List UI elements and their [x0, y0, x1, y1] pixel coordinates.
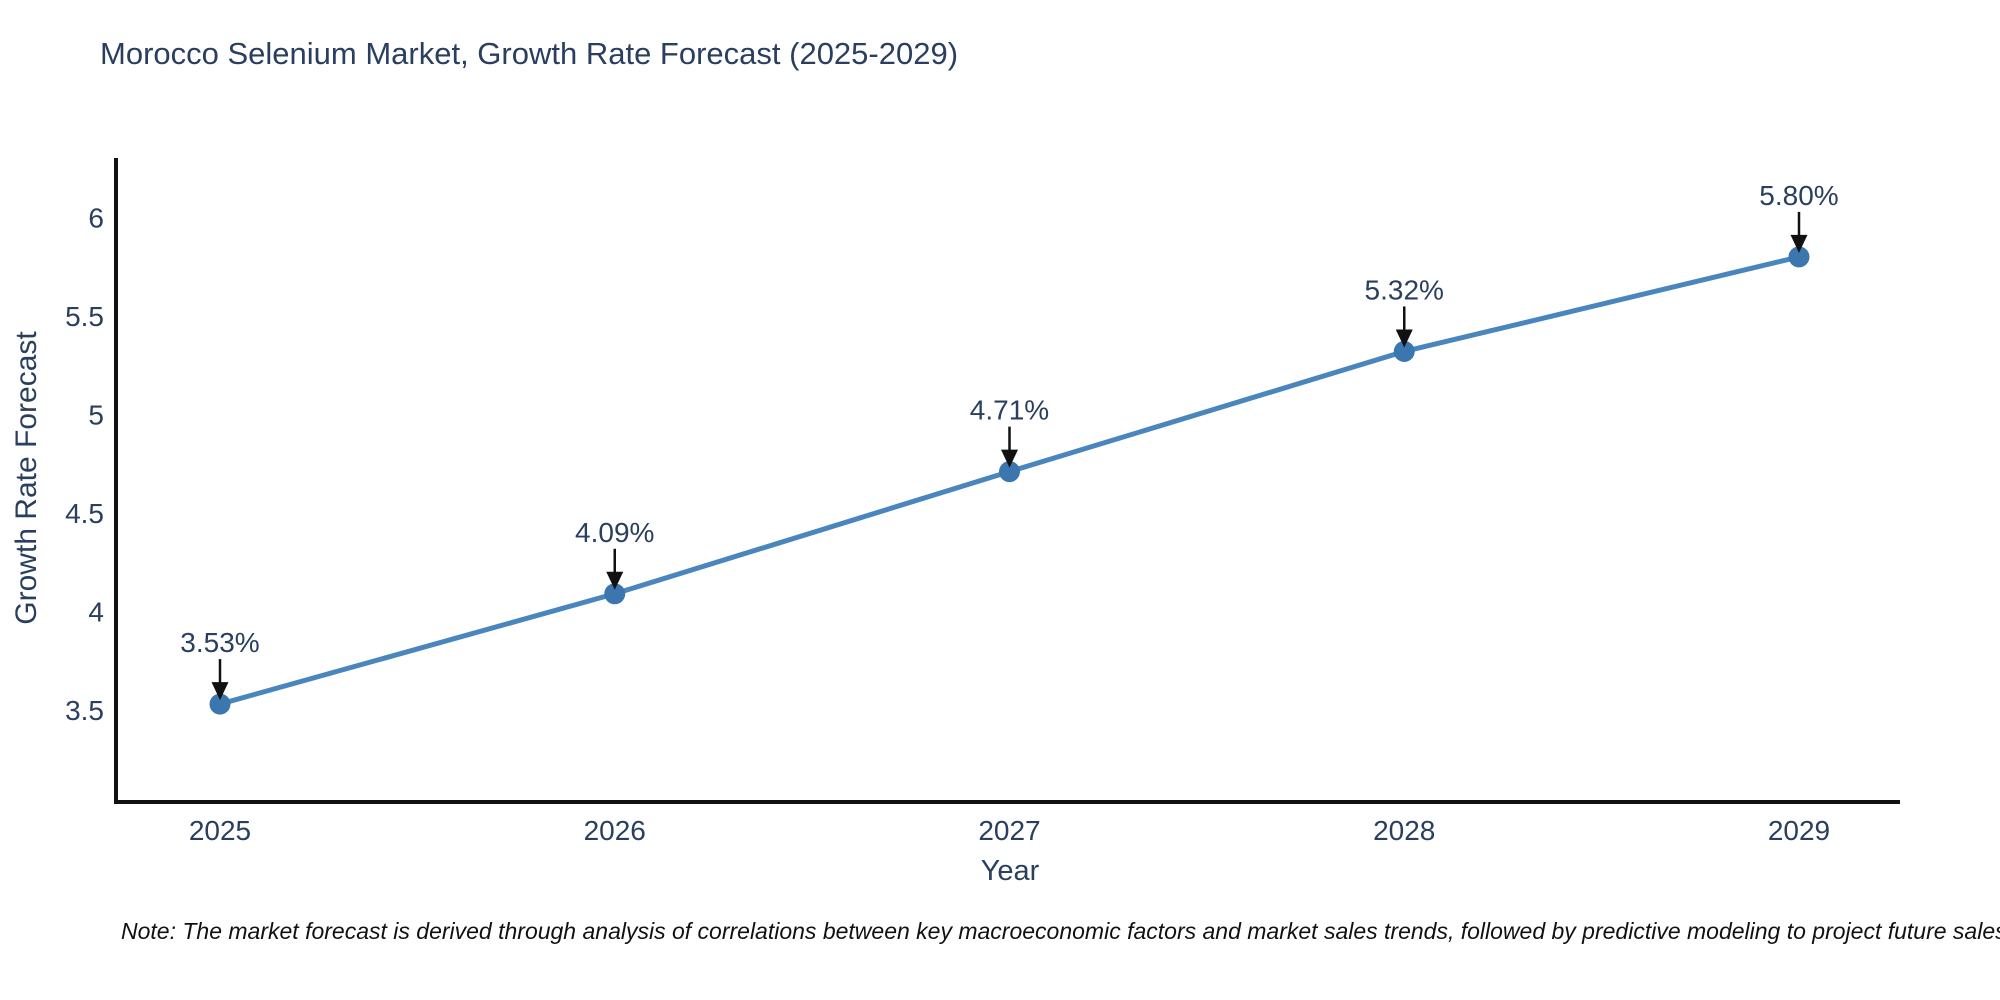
- y-tick-label: 3.5: [65, 695, 104, 726]
- y-tick-label: 5.5: [65, 301, 104, 332]
- x-tick-label: 2027: [978, 815, 1040, 846]
- annotation-label: 5.32%: [1365, 274, 1444, 305]
- x-tick-label: 2029: [1768, 815, 1830, 846]
- annotation-label: 4.71%: [970, 395, 1049, 426]
- y-tick-label: 6: [88, 203, 104, 234]
- data-point-marker: [1393, 340, 1415, 362]
- y-tick-label: 4: [88, 597, 104, 628]
- x-tick-label: 2026: [584, 815, 646, 846]
- annotation-arrowhead: [211, 682, 229, 701]
- y-tick-label: 5: [88, 400, 104, 431]
- data-point-marker: [999, 461, 1020, 483]
- annotation-arrowhead: [606, 571, 624, 590]
- x-axis-title: Year: [980, 855, 1040, 887]
- y-tick-label: 4.5: [65, 498, 104, 529]
- annotation-arrowhead: [1395, 329, 1413, 348]
- data-point-marker: [209, 693, 231, 715]
- annotation-arrowhead: [1001, 449, 1018, 468]
- annotation-label: 3.53%: [180, 627, 259, 658]
- annotation-label: 5.80%: [1759, 180, 1838, 211]
- chart-title: Morocco Selenium Market, Growth Rate For…: [100, 36, 959, 71]
- data-point-marker: [604, 583, 626, 605]
- x-tick-label: 2028: [1373, 815, 1435, 846]
- data-point-marker: [1788, 246, 1810, 268]
- x-tick-label: 2025: [189, 815, 251, 846]
- annotation-arrowhead: [1790, 234, 1808, 253]
- footnote: Note: The market forecast is derived thr…: [121, 918, 2000, 944]
- annotation-label: 4.09%: [575, 517, 654, 548]
